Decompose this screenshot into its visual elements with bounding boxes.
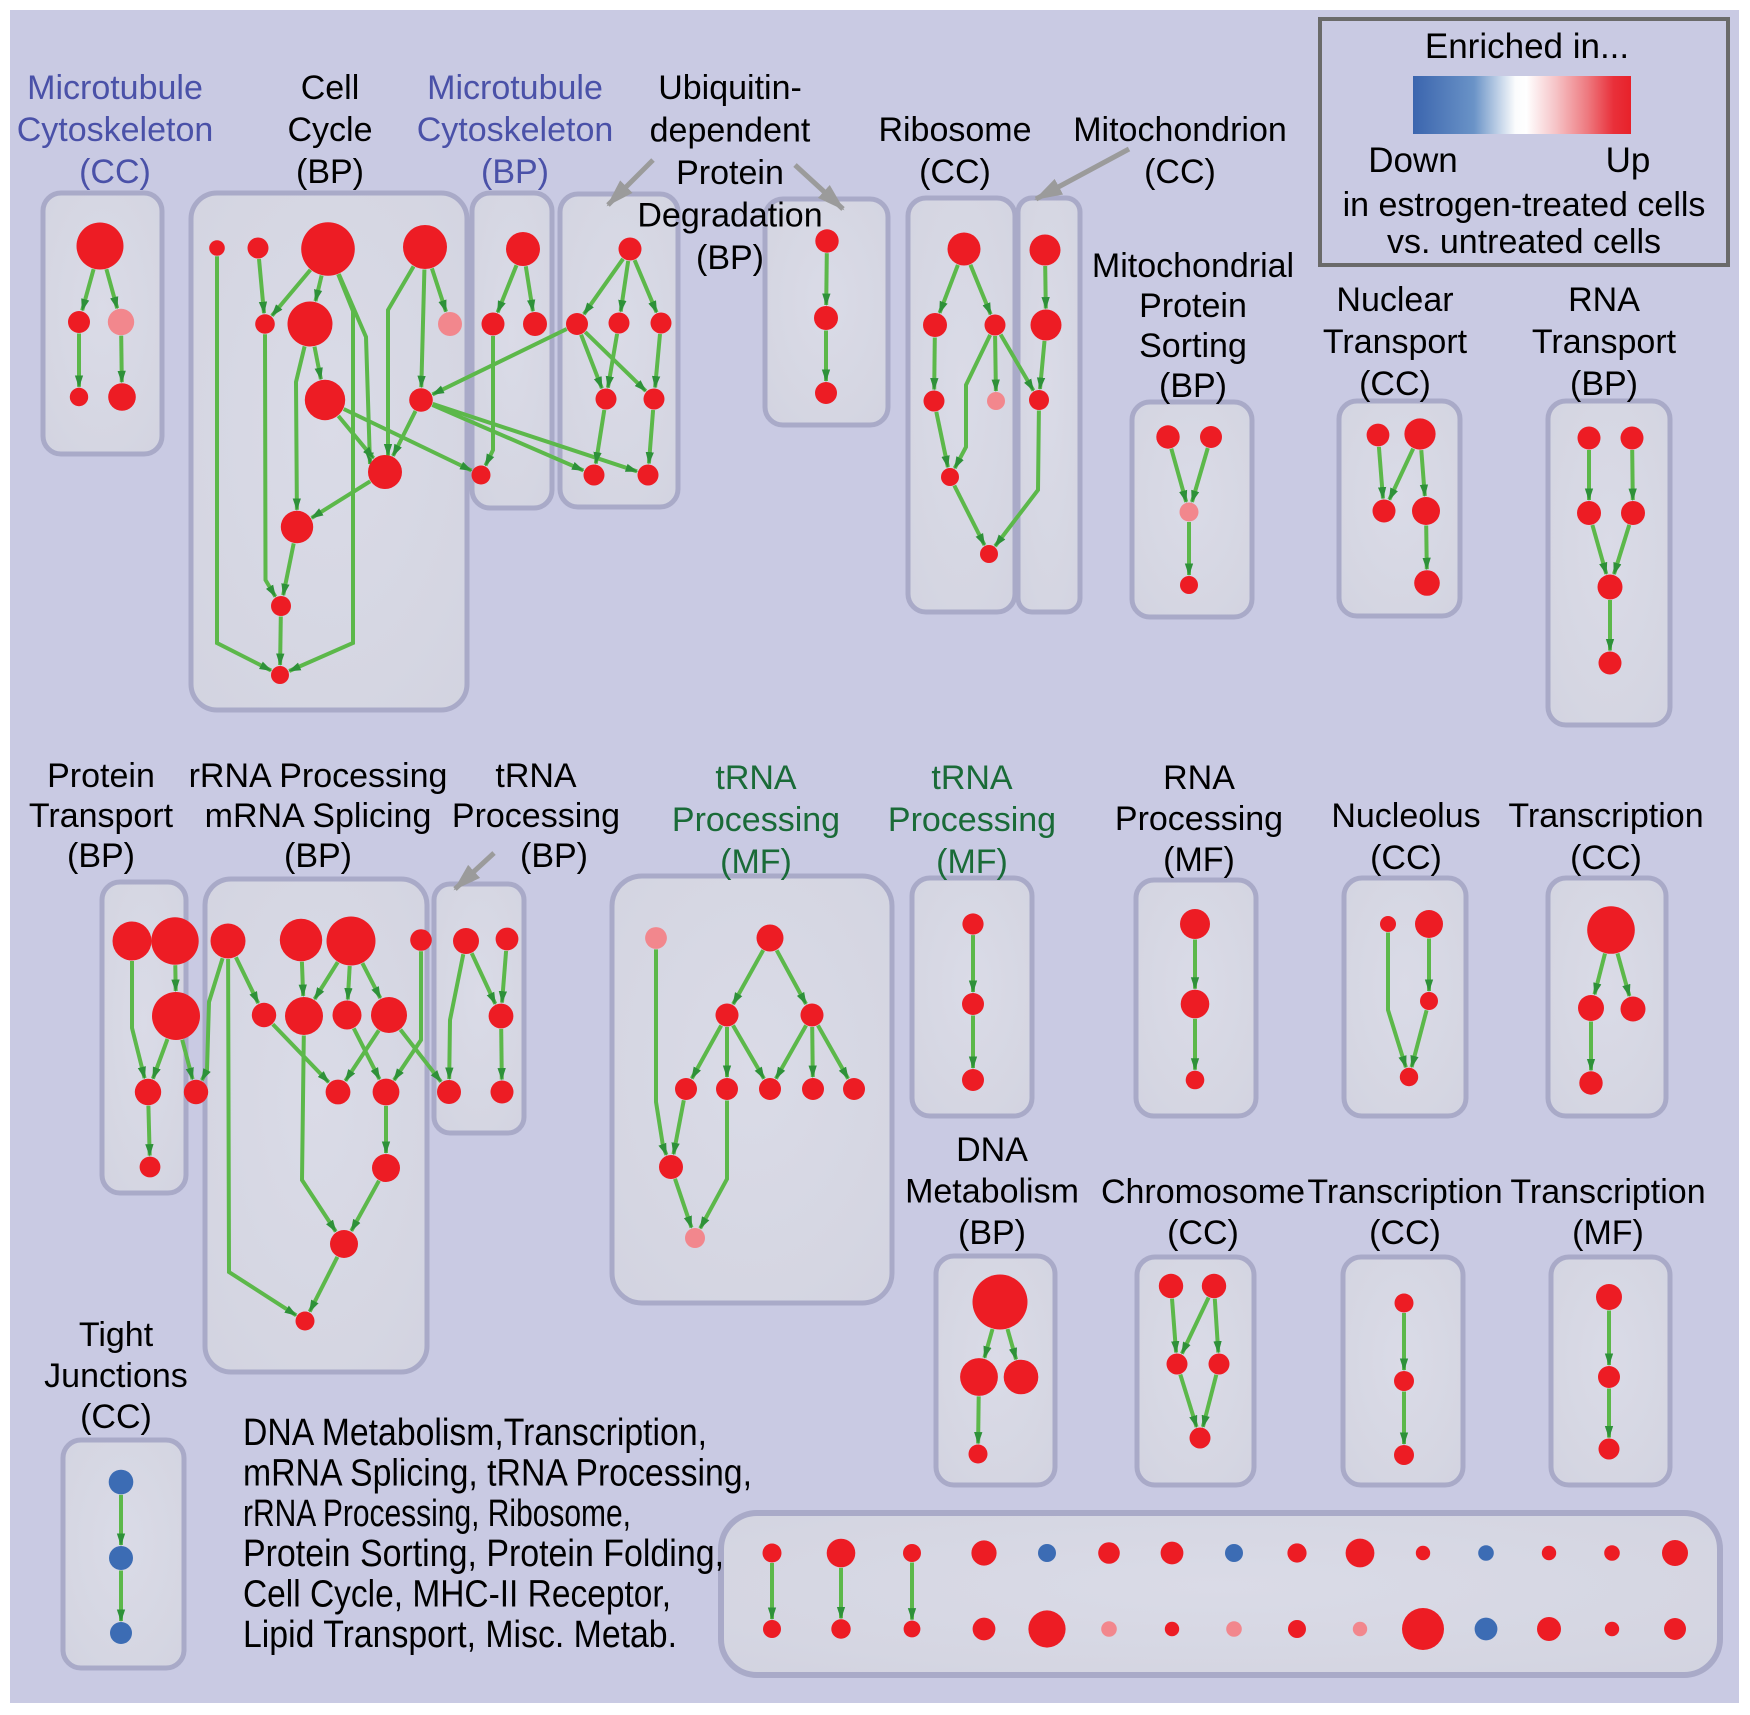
svg-text:Transcription: Transcription xyxy=(1510,1173,1705,1211)
svg-text:(BP): (BP) xyxy=(481,153,549,191)
svg-text:Cycle: Cycle xyxy=(287,111,372,149)
svg-text:Microtubule: Microtubule xyxy=(427,69,603,107)
svg-text:(BP): (BP) xyxy=(296,153,364,191)
svg-text:Cytoskeleton: Cytoskeleton xyxy=(417,111,614,149)
svg-text:(CC): (CC) xyxy=(79,153,151,191)
svg-text:Processing: Processing xyxy=(672,801,840,839)
svg-text:vs. untreated cells: vs. untreated cells xyxy=(1387,223,1661,261)
svg-text:Enriched in...: Enriched in... xyxy=(1425,27,1629,66)
svg-text:Microtubule: Microtubule xyxy=(27,69,203,107)
svg-text:(MF): (MF) xyxy=(936,843,1008,881)
svg-text:Tight: Tight xyxy=(79,1316,154,1354)
svg-text:Mitochondrion: Mitochondrion xyxy=(1073,111,1287,149)
svg-text:Cell: Cell xyxy=(301,69,360,107)
svg-text:Ubiquitin-: Ubiquitin- xyxy=(658,69,802,107)
svg-text:Protein: Protein xyxy=(47,757,155,795)
svg-text:(CC): (CC) xyxy=(80,1398,152,1436)
svg-text:Junctions: Junctions xyxy=(44,1357,188,1395)
svg-text:RNA: RNA xyxy=(1163,759,1235,797)
svg-text:(CC): (CC) xyxy=(1359,365,1431,403)
svg-text:Transcription: Transcription xyxy=(1307,1173,1502,1211)
svg-text:DNA Metabolism,Transcription,: DNA Metabolism,Transcription, xyxy=(243,1412,707,1454)
svg-text:(BP): (BP) xyxy=(1570,365,1638,403)
svg-text:dependent: dependent xyxy=(650,112,811,150)
svg-text:mRNA Splicing, tRNA Processing: mRNA Splicing, tRNA Processing, xyxy=(243,1452,752,1494)
svg-text:Chromosome: Chromosome xyxy=(1101,1173,1305,1211)
svg-text:tRNA: tRNA xyxy=(495,757,577,795)
svg-text:Cytoskeleton: Cytoskeleton xyxy=(17,111,214,149)
svg-text:Mitochondrial: Mitochondrial xyxy=(1092,247,1294,285)
svg-text:Processing: Processing xyxy=(452,797,620,835)
svg-text:tRNA: tRNA xyxy=(931,759,1013,797)
svg-text:rRNA Processing, Ribosome,: rRNA Processing, Ribosome, xyxy=(243,1493,631,1535)
svg-text:Lipid Transport, Misc. Metab.: Lipid Transport, Misc. Metab. xyxy=(243,1614,677,1656)
svg-text:(BP): (BP) xyxy=(67,837,135,875)
svg-text:Protein: Protein xyxy=(1139,287,1247,325)
svg-text:(BP): (BP) xyxy=(958,1214,1026,1252)
svg-text:Transport: Transport xyxy=(29,797,174,835)
svg-text:Ribosome: Ribosome xyxy=(878,111,1031,149)
svg-text:(BP): (BP) xyxy=(284,837,352,875)
svg-text:(MF): (MF) xyxy=(720,843,792,881)
svg-text:(CC): (CC) xyxy=(1369,1214,1441,1252)
svg-text:tRNA: tRNA xyxy=(715,759,797,797)
svg-text:Metabolism: Metabolism xyxy=(905,1173,1079,1211)
svg-text:(CC): (CC) xyxy=(1144,153,1216,191)
svg-text:Nucleolus: Nucleolus xyxy=(1331,797,1480,835)
svg-text:in estrogen-treated cells: in estrogen-treated cells xyxy=(1343,186,1706,224)
svg-text:Cell Cycle, MHC-II Receptor,: Cell Cycle, MHC-II Receptor, xyxy=(243,1574,671,1616)
svg-text:rRNA Processing: rRNA Processing xyxy=(189,757,448,795)
svg-text:(BP): (BP) xyxy=(696,239,764,277)
svg-text:Sorting: Sorting xyxy=(1139,327,1247,365)
svg-text:Transport: Transport xyxy=(1532,323,1677,361)
svg-text:(CC): (CC) xyxy=(1370,839,1442,877)
svg-text:(BP): (BP) xyxy=(1159,367,1227,405)
svg-text:Up: Up xyxy=(1606,141,1651,180)
svg-text:Degradation: Degradation xyxy=(637,197,822,235)
svg-text:RNA: RNA xyxy=(1568,281,1640,319)
svg-text:(MF): (MF) xyxy=(1572,1214,1644,1252)
svg-text:Processing: Processing xyxy=(888,801,1056,839)
svg-text:Transcription: Transcription xyxy=(1508,797,1703,835)
svg-text:Protein Sorting, Protein Foldi: Protein Sorting, Protein Folding, xyxy=(243,1533,724,1575)
svg-text:(CC): (CC) xyxy=(1167,1214,1239,1252)
svg-text:Processing: Processing xyxy=(1115,800,1283,838)
svg-text:Down: Down xyxy=(1368,141,1457,180)
svg-text:mRNA Splicing: mRNA Splicing xyxy=(205,797,432,835)
svg-text:Nuclear: Nuclear xyxy=(1336,281,1453,319)
svg-text:Protein: Protein xyxy=(676,154,784,192)
svg-text:(MF): (MF) xyxy=(1163,841,1235,879)
svg-text:Transport: Transport xyxy=(1323,323,1468,361)
svg-text:(CC): (CC) xyxy=(919,153,991,191)
svg-text:(CC): (CC) xyxy=(1570,839,1642,877)
svg-text:(BP): (BP) xyxy=(520,837,588,875)
svg-text:DNA: DNA xyxy=(956,1131,1028,1169)
